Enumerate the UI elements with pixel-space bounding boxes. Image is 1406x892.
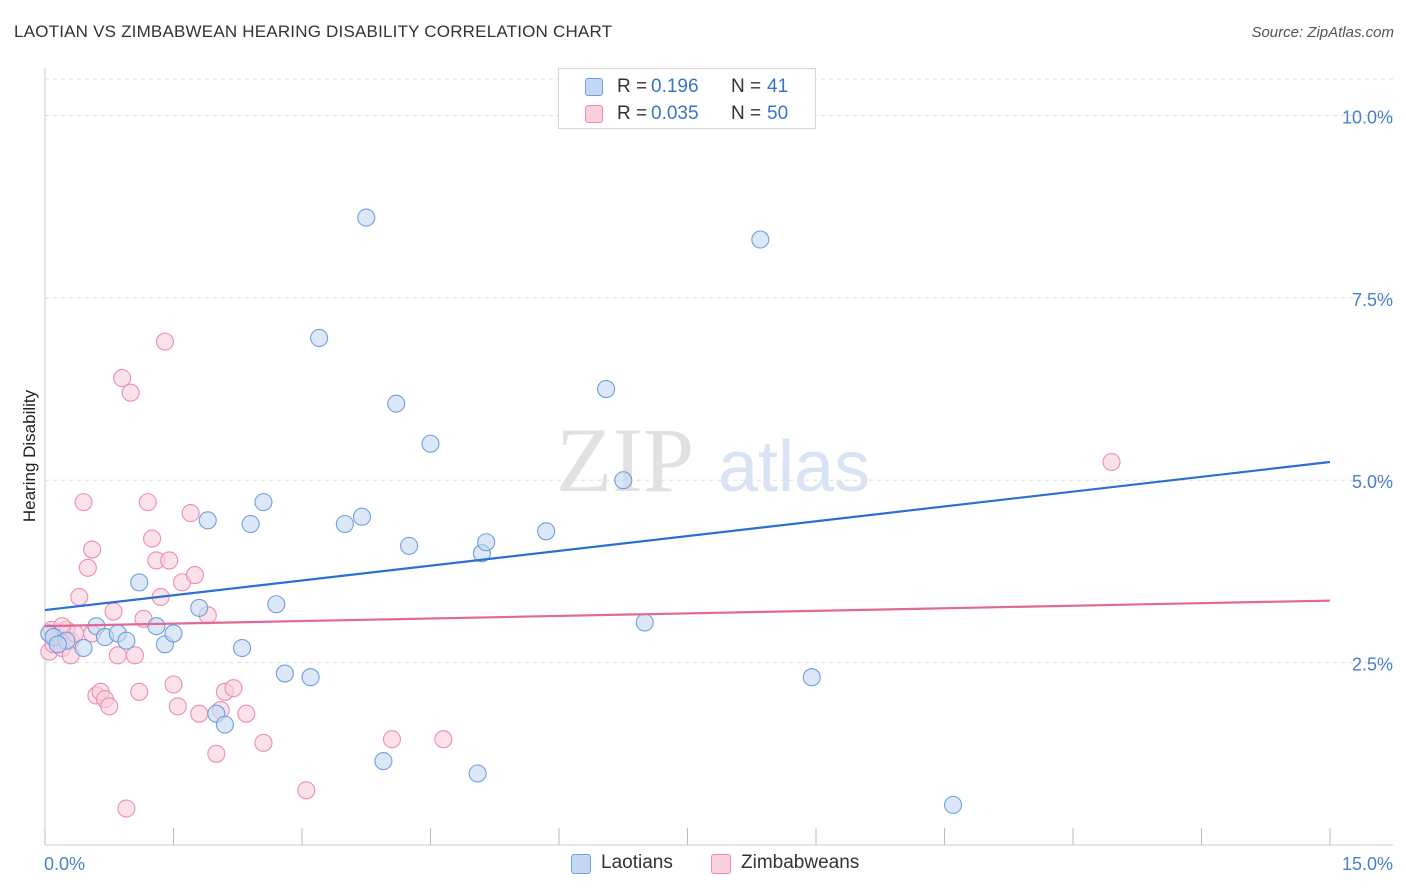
zimbabwean-point xyxy=(207,744,226,763)
zimbabwean-point xyxy=(224,679,243,698)
x-tick-label: 0.0% xyxy=(44,854,85,874)
chart-title: LAOTIAN VS ZIMBABWEAN HEARING DISABILITY… xyxy=(14,22,613,41)
zimbabwean-point xyxy=(297,781,316,800)
bottom-legend-label: Zimbabweans xyxy=(741,852,860,873)
watermark-atlas: atlas xyxy=(718,427,870,507)
y-tick-label: 7.5% xyxy=(1352,290,1393,310)
legend-r-value: 0.035 xyxy=(651,103,699,124)
legend-swatch-laotians xyxy=(585,78,603,96)
zimbabwean-point xyxy=(382,730,402,749)
laotian-point xyxy=(614,471,633,490)
laotian-point xyxy=(130,573,149,592)
zimbabwean-point xyxy=(254,733,273,752)
laotian-point xyxy=(275,664,294,683)
zimbabwean-point xyxy=(160,551,179,570)
legend-r-key: R = xyxy=(617,103,648,124)
laotian-point xyxy=(254,493,273,512)
zimbabwean-point xyxy=(125,646,144,665)
laotian-point xyxy=(74,638,93,658)
laotian-point xyxy=(48,635,67,654)
laotian-point xyxy=(147,617,166,636)
laotian-point xyxy=(215,715,234,734)
zimbabwean-point xyxy=(237,704,256,723)
laotian-point xyxy=(635,613,654,632)
legend-n-value: 41 xyxy=(767,76,789,97)
zimbabwean-point xyxy=(117,799,136,818)
y-tick-label: 10.0% xyxy=(1342,107,1393,127)
laotian-point xyxy=(352,507,372,526)
laotian-point xyxy=(387,394,406,413)
laotian-point xyxy=(597,379,616,399)
grid-layer xyxy=(45,78,1393,664)
trend-layer xyxy=(44,460,1331,628)
laotian-point xyxy=(335,514,354,534)
zimbabwean-point xyxy=(168,697,187,716)
legend-r-value: 0.196 xyxy=(651,76,699,97)
legend-swatch-zimbabweans xyxy=(585,105,603,123)
zimbabwean-point xyxy=(155,332,174,351)
zimbabwean-point xyxy=(113,369,132,388)
laotian-point xyxy=(357,208,376,227)
zimbabwean-point xyxy=(121,383,140,402)
bottom-legend-swatch-laotians xyxy=(571,854,591,874)
zimbabwean-point xyxy=(83,540,102,559)
legend-n-key: N = xyxy=(731,76,762,97)
laotian-point xyxy=(267,595,286,614)
y-tick-label: 2.5% xyxy=(1352,655,1393,675)
axis-layer xyxy=(44,68,1393,846)
laotian-point xyxy=(190,598,209,617)
laotian-point xyxy=(117,631,136,650)
zimbabwean-point xyxy=(434,730,453,749)
laotian-point xyxy=(198,511,217,530)
zimbabwean-point xyxy=(181,504,200,523)
y-axis-title: Hearing Disability xyxy=(20,389,39,522)
zimbabwean-point xyxy=(138,493,157,512)
laotian-point xyxy=(802,668,821,687)
zimbabwean-point xyxy=(78,558,97,577)
laotian-point xyxy=(232,638,252,658)
laotian-point xyxy=(301,668,320,687)
laotian-point xyxy=(468,764,487,783)
zimbabwean-point xyxy=(130,682,149,701)
laotian-point xyxy=(421,434,440,453)
laotian-point xyxy=(751,230,770,249)
source-label: Source: ZipAtlas.com xyxy=(1251,24,1394,41)
zimbabwean-point xyxy=(74,493,93,512)
laotian-point xyxy=(374,752,393,771)
laotian-point xyxy=(400,536,419,555)
laotian-point xyxy=(477,533,496,552)
zimbabwean-point xyxy=(104,602,123,621)
laotian-trend-line xyxy=(44,460,1331,612)
legend-r-key: R = xyxy=(617,76,648,97)
legend-n-value: 50 xyxy=(767,103,789,124)
laotian-point xyxy=(537,522,556,541)
y-tick-label: 5.0% xyxy=(1352,472,1393,492)
laotian-point xyxy=(241,514,260,534)
laotian-point xyxy=(944,795,963,814)
zimbabwean-point xyxy=(100,697,119,716)
zimbabwean-point xyxy=(164,675,183,694)
bottom-legend-swatch-zimbabweans xyxy=(711,854,731,874)
stats-legend: R = 0.196 N = 41 R = 0.035 N = 50 xyxy=(558,68,816,129)
zimbabwean-point xyxy=(70,587,89,607)
legend-n-key: N = xyxy=(731,103,762,124)
zimbabwean-trend-line xyxy=(44,599,1331,628)
zimbabwean-point xyxy=(190,704,209,723)
points-layer xyxy=(40,208,1121,818)
zimbabwean-point xyxy=(1102,452,1121,472)
zimbabwean-point xyxy=(143,529,162,548)
x-tick-label: 15.0% xyxy=(1342,854,1393,874)
tick-label-layer: 2.5% 5.0% 7.5% 10.0% 0.0% 15.0% xyxy=(44,107,1393,874)
zimbabwean-point xyxy=(185,566,204,585)
laotian-point xyxy=(164,624,183,643)
watermark-zip: ZIP xyxy=(556,409,694,511)
bottom-legend-label: Laotians xyxy=(601,852,673,873)
laotian-point xyxy=(310,328,329,348)
